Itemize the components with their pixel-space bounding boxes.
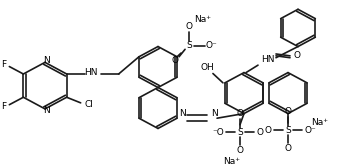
Text: O: O: [237, 146, 244, 155]
Text: O: O: [284, 144, 291, 153]
Text: HN: HN: [84, 68, 97, 77]
Text: Na⁺: Na⁺: [224, 157, 240, 165]
Text: O: O: [265, 126, 271, 135]
Text: O: O: [293, 51, 301, 60]
Text: F: F: [1, 102, 6, 111]
Text: Na⁺: Na⁺: [312, 118, 329, 127]
Text: O⁻: O⁻: [304, 126, 316, 135]
Text: S: S: [285, 126, 291, 135]
Text: S: S: [237, 128, 243, 137]
Text: Na⁺: Na⁺: [195, 15, 212, 24]
Text: N: N: [179, 109, 185, 118]
Text: N: N: [211, 109, 217, 118]
Text: N: N: [44, 106, 50, 115]
Text: OH: OH: [200, 64, 214, 72]
Text: O: O: [284, 107, 291, 116]
Text: O⁻: O⁻: [205, 41, 217, 50]
Text: N: N: [44, 56, 50, 65]
Text: O: O: [257, 128, 264, 137]
Text: S: S: [186, 41, 192, 50]
Text: ⁻O: ⁻O: [212, 128, 224, 137]
Text: O: O: [172, 56, 179, 65]
Text: Cl: Cl: [84, 100, 93, 109]
Text: O: O: [185, 22, 193, 32]
Text: O: O: [237, 109, 244, 118]
Text: F: F: [1, 60, 6, 69]
Text: HN: HN: [261, 55, 275, 64]
